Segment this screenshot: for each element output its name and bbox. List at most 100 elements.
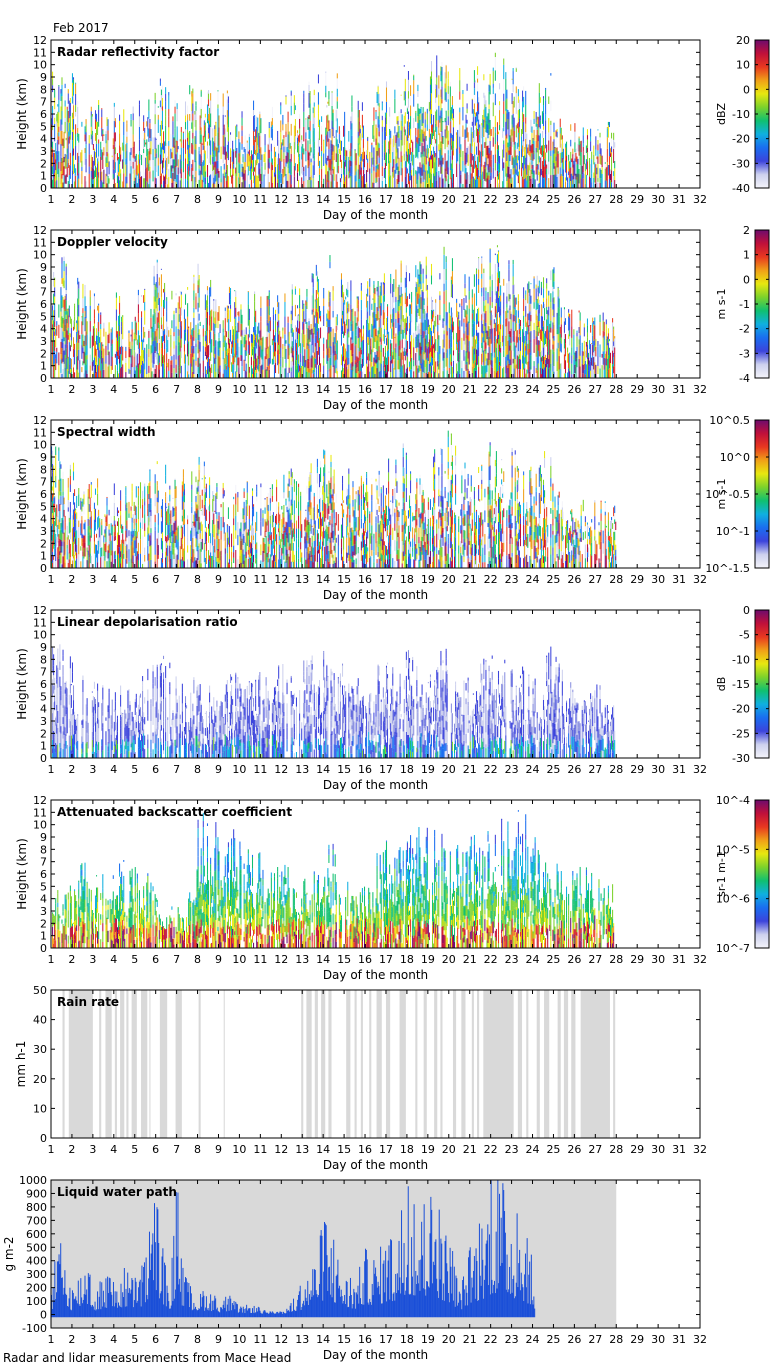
heatmap-cell	[53, 339, 55, 352]
heatmap-cell	[156, 297, 158, 311]
heatmap-cell	[243, 329, 245, 338]
heatmap-cell	[91, 130, 93, 136]
heatmap-cell	[434, 139, 436, 152]
heatmap-cell	[192, 159, 194, 171]
heatmap-cell	[502, 133, 504, 138]
heatmap-cell	[299, 153, 301, 162]
heatmap-cell	[597, 140, 599, 145]
heatmap-cell	[573, 179, 575, 188]
heatmap-cell	[481, 155, 483, 167]
heatmap-cell	[513, 159, 515, 168]
heatmap-cell	[438, 157, 440, 167]
heatmap-cell	[173, 314, 175, 320]
heatmap-cell	[157, 322, 159, 329]
heatmap-cell	[518, 164, 520, 170]
heatmap-cell	[515, 93, 517, 101]
heatmap-cell	[289, 158, 291, 164]
heatmap-cell	[224, 115, 226, 117]
heatmap-cell	[424, 170, 426, 181]
heatmap-cell	[93, 328, 95, 343]
heatmap-cell	[514, 173, 516, 188]
heatmap-cell	[531, 153, 533, 165]
heatmap-cell	[290, 367, 292, 372]
heatmap-cell	[477, 121, 479, 130]
heatmap-cell	[496, 122, 498, 135]
heatmap-cell	[435, 143, 437, 153]
heatmap-cell	[390, 175, 392, 188]
heatmap-cell	[472, 156, 474, 166]
heatmap-cell	[53, 320, 55, 332]
x-tick-label: 22	[484, 193, 498, 206]
heatmap-cell	[595, 175, 597, 188]
heatmap-cell	[416, 183, 418, 188]
heatmap-cell	[482, 180, 484, 188]
heatmap-cell	[239, 152, 241, 157]
heatmap-cell	[405, 156, 407, 167]
heatmap-cell	[224, 340, 226, 351]
heatmap-cell	[250, 163, 252, 169]
heatmap-cell	[122, 317, 124, 331]
heatmap-cell	[294, 351, 296, 361]
heatmap-cell	[360, 140, 362, 154]
heatmap-cell	[266, 366, 268, 371]
heatmap-cell	[357, 371, 359, 378]
heatmap-cell	[306, 333, 308, 344]
heatmap-cell	[204, 297, 206, 310]
heatmap-cell	[231, 362, 233, 372]
heatmap-cell	[369, 151, 371, 162]
heatmap-cell	[302, 300, 304, 310]
heatmap-cell	[227, 331, 229, 338]
heatmap-cell	[385, 101, 388, 113]
heatmap-cell	[523, 141, 525, 152]
heatmap-cell	[506, 126, 508, 135]
heatmap-cell	[85, 132, 87, 145]
heatmap-cell	[379, 291, 381, 306]
heatmap-cell	[481, 144, 483, 156]
heatmap-cell	[232, 340, 234, 348]
heatmap-cell	[204, 341, 206, 348]
heatmap-cell	[215, 323, 217, 328]
heatmap-cell	[198, 274, 200, 280]
heatmap-cell	[335, 316, 337, 326]
heatmap-cell	[177, 365, 179, 371]
heatmap-cell	[449, 96, 451, 110]
heatmap-cell	[66, 109, 68, 123]
heatmap-cell	[522, 90, 524, 102]
heatmap-cell	[226, 152, 228, 159]
heatmap-cell	[223, 134, 225, 147]
heatmap-cell	[435, 152, 437, 157]
heatmap-cell	[236, 363, 238, 372]
heatmap-cell	[607, 165, 609, 176]
heatmap-cell	[240, 323, 242, 337]
heatmap-cell	[226, 312, 228, 323]
heatmap-cell	[160, 147, 162, 153]
heatmap-cell	[119, 363, 121, 373]
heatmap-cell	[254, 339, 256, 347]
heatmap-cell	[210, 100, 212, 114]
heatmap-cell	[268, 333, 270, 348]
heatmap-cell	[407, 98, 409, 108]
heatmap-cell	[381, 103, 383, 111]
heatmap-cell	[228, 343, 230, 349]
heatmap-cell	[63, 331, 65, 338]
heatmap-cell	[474, 125, 476, 139]
heatmap-cell	[336, 325, 338, 331]
heatmap-cell	[562, 169, 564, 177]
heatmap-cell	[65, 266, 67, 276]
heatmap-cell	[330, 355, 332, 366]
heatmap-cell	[57, 160, 59, 175]
heatmap-cell	[398, 119, 400, 126]
heatmap-cell	[416, 142, 418, 157]
heatmap-cell	[360, 153, 362, 161]
heatmap-cell	[406, 173, 408, 188]
heatmap-cell	[308, 321, 310, 326]
heatmap-cell	[510, 141, 512, 156]
heatmap-cell	[119, 355, 121, 364]
heatmap-cell	[376, 286, 378, 292]
heatmap-cell	[332, 286, 334, 291]
heatmap-cell	[53, 272, 55, 278]
heatmap-cell	[258, 174, 260, 179]
heatmap-cell	[82, 313, 84, 326]
heatmap-cell	[373, 166, 375, 171]
heatmap-cell	[306, 322, 308, 330]
